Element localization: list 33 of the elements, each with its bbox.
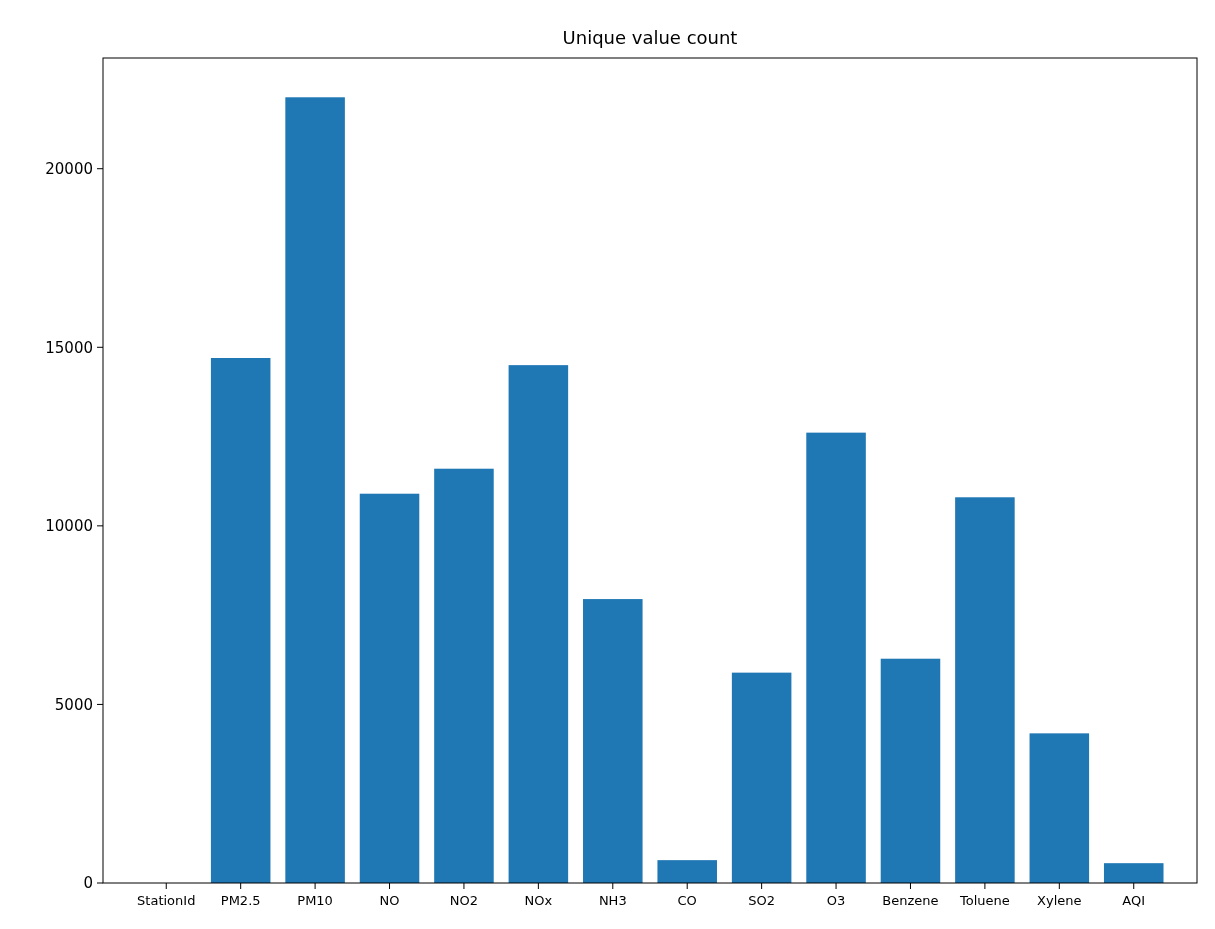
bar <box>955 497 1015 883</box>
x-tick-label: AQI <box>1122 893 1146 908</box>
x-tick-label: CO <box>677 893 697 908</box>
bar <box>1029 733 1090 883</box>
bar <box>434 468 494 883</box>
x-tick-label: NO <box>379 893 400 908</box>
x-tick-label: NH3 <box>598 893 627 908</box>
bar <box>806 432 866 883</box>
bar <box>880 658 941 883</box>
bar <box>583 599 643 883</box>
x-tick-label: NOx <box>524 893 553 908</box>
chart-title: Unique value count <box>562 27 738 48</box>
bar <box>1103 863 1164 883</box>
bar <box>731 672 792 883</box>
x-tick-label: PM10 <box>297 893 333 908</box>
x-tick-label: Benzene <box>882 893 939 908</box>
y-tick-label: 0 <box>83 874 93 893</box>
y-tick-label: 15000 <box>45 338 93 357</box>
bar <box>657 860 717 883</box>
y-tick-label: 20000 <box>45 159 93 178</box>
x-tick-label: PM2.5 <box>220 893 261 908</box>
bar <box>508 365 569 883</box>
bar <box>285 97 345 883</box>
x-tick-label: Toluene <box>959 893 1010 908</box>
bar <box>210 358 271 883</box>
x-tick-label: StationId <box>137 893 196 908</box>
x-tick-label: NO2 <box>449 893 479 908</box>
y-tick-label: 10000 <box>45 517 93 536</box>
x-tick-label: O3 <box>826 893 846 908</box>
bar <box>359 493 420 883</box>
x-tick-label: SO2 <box>748 893 776 908</box>
x-tick-label: Xylene <box>1037 893 1082 908</box>
y-tick-label: 5000 <box>54 695 93 714</box>
